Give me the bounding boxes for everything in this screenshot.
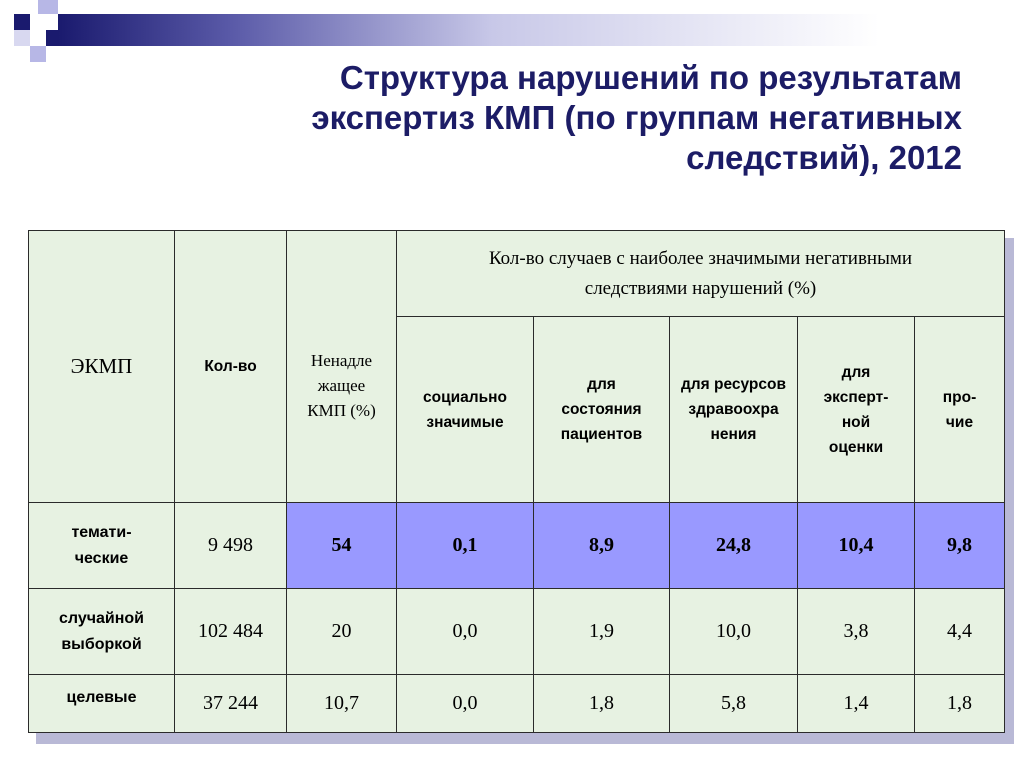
cell-social: 0,0: [396, 588, 534, 675]
header-row-1: ЭКМП Кол-во Ненадле жащее КМП (%) Кол-во…: [28, 230, 1006, 503]
cell-resources: 24,8: [669, 502, 798, 589]
header-social: социально значимые: [396, 316, 534, 503]
cell-count: 9 498: [174, 502, 287, 589]
table-row: темати-ческие 9 498 54 0,1 8,9 24,8 10,4…: [28, 502, 1006, 589]
header-improper-text: Ненадле жащее КМП (%): [307, 351, 376, 420]
title-line-3: следствий), 2012: [686, 139, 962, 176]
header-other: про-чие: [913, 316, 1006, 503]
cell-expert: 3,8: [797, 588, 915, 675]
table-row: целевые 37 244 10,7 0,0 1,8 5,8 1,4 1,8: [28, 674, 1006, 733]
header-ekmp: ЭКМП: [28, 230, 175, 503]
cell-other: 1,8: [913, 674, 1006, 733]
corner-square-lavender-2: [30, 46, 46, 62]
corner-square-light: [14, 30, 30, 46]
corner-square-navy: [14, 14, 30, 30]
corner-square-navy-2: [46, 30, 58, 46]
cell-patients: 1,8: [533, 674, 670, 733]
header-patients: для состояния пациентов: [533, 316, 670, 503]
cell-expert: 10,4: [797, 502, 915, 589]
header-gradient-bar: [58, 14, 1024, 46]
header-expert: для эксперт-ной оценки: [797, 316, 915, 503]
row-label-text: случайной выборкой: [58, 609, 145, 653]
row-label-text: темати-ческие: [71, 523, 132, 567]
cell-improper: 54: [286, 502, 397, 589]
cell-expert: 1,4: [797, 674, 915, 733]
cell-improper: 10,7: [286, 674, 397, 733]
header-improper: Ненадле жащее КМП (%): [286, 230, 397, 503]
title-line-1: Структура нарушений по результатам: [339, 59, 962, 96]
cell-resources: 5,8: [669, 674, 798, 733]
cell-other: 4,4: [913, 588, 1006, 675]
slide-title: Структура нарушений по результатам экспе…: [142, 58, 962, 178]
row-label: случайной выборкой: [28, 588, 175, 675]
table-row: случайной выборкой 102 484 20 0,0 1,9 10…: [28, 588, 1006, 675]
cell-patients: 8,9: [533, 502, 670, 589]
row-label: темати-ческие: [28, 502, 175, 589]
cell-social: 0,0: [396, 674, 534, 733]
header-group: Кол-во случаев с наиболее значимыми нега…: [395, 230, 1006, 317]
header-count: Кол-во: [174, 230, 287, 503]
corner-square-lavender: [38, 0, 58, 14]
cell-count: 102 484: [174, 588, 287, 675]
title-line-2: экспертиз КМП (по группам негативных: [311, 99, 962, 136]
cell-improper: 20: [286, 588, 397, 675]
row-label: целевые: [28, 674, 175, 733]
cell-other: 9,8: [913, 502, 1006, 589]
header-row-2: социально значимые для состояния пациент…: [29, 316, 1006, 503]
cell-patients: 1,9: [533, 588, 670, 675]
cell-count: 37 244: [174, 674, 287, 733]
cell-social: 0,1: [396, 502, 534, 589]
header-resources: для ресурсов здравоохра нения: [669, 316, 798, 503]
violations-table: ЭКМП Кол-во Ненадле жащее КМП (%) Кол-во…: [28, 230, 1006, 733]
cell-resources: 10,0: [669, 588, 798, 675]
